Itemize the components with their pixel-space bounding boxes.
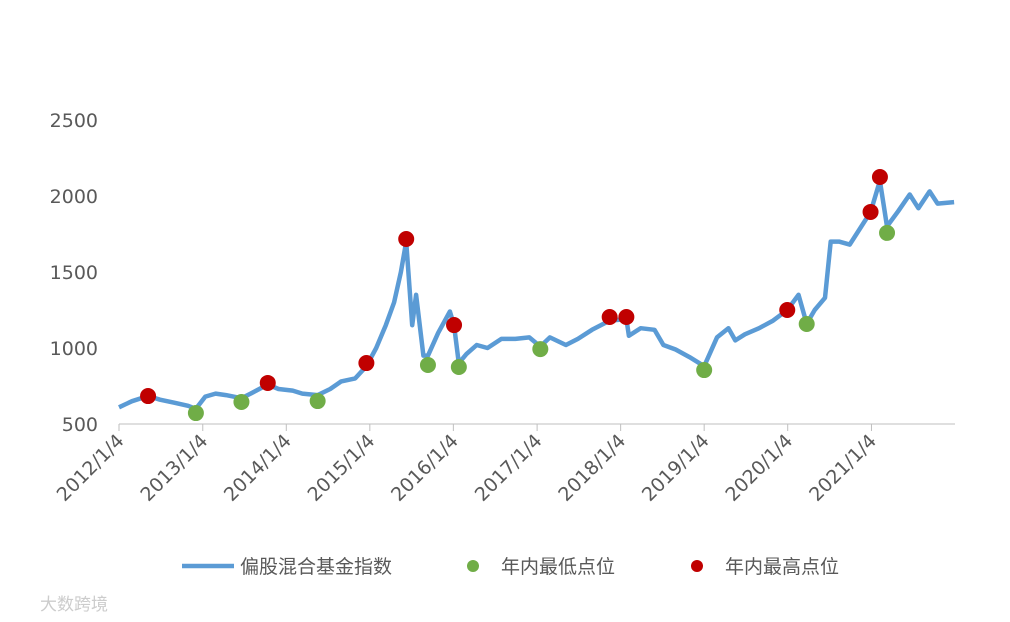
legend-swatch: [467, 560, 479, 572]
legend-label: 年内最低点位: [501, 556, 615, 578]
watermark: 大数跨境: [40, 595, 108, 615]
point: [233, 393, 250, 410]
point: [601, 308, 618, 325]
x-tick-label: 2021/1/4: [805, 430, 881, 506]
x-tick-label: 2017/1/4: [471, 430, 547, 506]
y-tick-label: 2500: [50, 110, 98, 132]
line: [118, 178, 955, 412]
point: [140, 388, 157, 405]
point: [187, 405, 204, 422]
x-tick-label: 2020/1/4: [721, 430, 797, 506]
x-tick-label: 2014/1/4: [220, 430, 296, 506]
point: [450, 359, 467, 375]
point: [862, 203, 879, 220]
point: [446, 317, 463, 334]
point: [696, 362, 713, 379]
point: [358, 355, 375, 372]
x-tick-label: 2015/1/4: [303, 430, 379, 506]
x-tick-label: 2012/1/4: [53, 430, 129, 506]
x-tick-label: 2016/1/4: [387, 430, 463, 506]
point: [798, 315, 815, 332]
point: [871, 169, 888, 185]
point: [309, 393, 326, 410]
point: [419, 357, 436, 374]
legend-label: 年内最高点位: [725, 556, 839, 578]
y-tick-label: 2000: [50, 186, 98, 208]
point: [879, 224, 896, 241]
point: [398, 231, 415, 248]
legend-swatch: [691, 560, 703, 572]
point: [259, 374, 276, 391]
point: [532, 341, 549, 358]
legend-label: 偏股混合基金指数: [240, 556, 392, 578]
x-tick-label: 2013/1/4: [136, 430, 212, 506]
x-tick-label: 2019/1/4: [638, 430, 714, 506]
y-tick-label: 1500: [50, 262, 98, 284]
y-tick-label: 500: [62, 414, 98, 436]
point: [618, 308, 635, 325]
point: [779, 302, 796, 318]
x-tick-label: 2018/1/4: [554, 430, 630, 506]
y-tick-label: 1000: [50, 338, 98, 360]
